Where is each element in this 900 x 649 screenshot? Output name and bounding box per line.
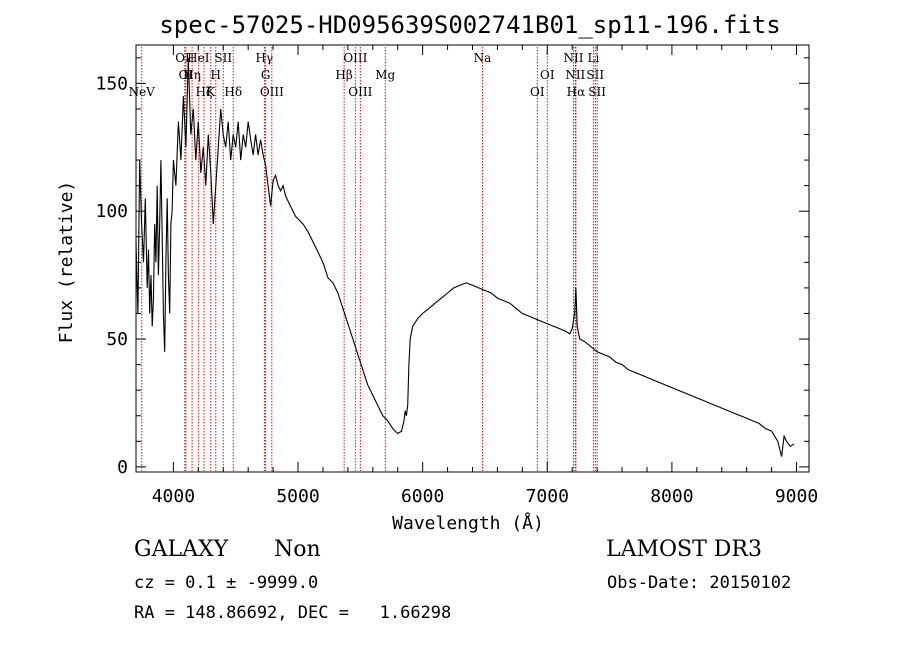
y-tick-label: 50 — [106, 329, 128, 350]
line-marker-label: Hγ — [256, 51, 274, 65]
x-tick-label: 9000 — [775, 486, 818, 507]
x-tick-label: 4000 — [152, 486, 195, 507]
line-marker-label: HeI — [187, 51, 210, 65]
line-marker-label: SII — [586, 68, 604, 82]
x-tick-label: 7000 — [526, 486, 569, 507]
line-marker-label: SII — [214, 51, 232, 65]
survey-name: LAMOST DR3 — [606, 537, 762, 562]
x-tick-label: 8000 — [650, 486, 693, 507]
spectrum-plot — [135, 57, 795, 457]
line-marker-label: OI — [540, 68, 555, 82]
line-marker-label: G — [261, 68, 271, 82]
y-tick-label: 0 — [117, 457, 128, 478]
line-marker-label: K — [206, 85, 216, 99]
line-marker-label: OI — [530, 85, 545, 99]
line-marker-label: OIII — [260, 85, 284, 99]
line-marker-label: OII — [175, 51, 195, 65]
line-marker-label: Mg — [375, 68, 395, 82]
y-axis: 0 50 100 150 — [95, 57, 809, 478]
line-marker-label: NeV — [129, 85, 156, 99]
x-tick-label: 6000 — [401, 486, 444, 507]
plot-frame — [135, 44, 810, 473]
line-marker-label: NII — [563, 51, 583, 65]
x-tick-label: 5000 — [276, 486, 319, 507]
line-marker-label: Hδ — [224, 85, 242, 99]
line-marker-label: Hα — [567, 85, 586, 99]
y-tick-label: 100 — [95, 201, 128, 222]
redshift-line: cz = 0.1 ± -9999.0 — [134, 573, 319, 593]
coordinates: RA = 148.86692, DEC = 1.66298 — [134, 603, 452, 623]
chart-title: spec-57025-HD095639S002741B01_sp11-196.f… — [159, 11, 780, 39]
object-type: GALAXY — [134, 537, 229, 562]
line-marker-label: NII — [565, 68, 585, 82]
obs-date: Obs-Date: 20150102 — [607, 573, 792, 593]
spectrum-line — [135, 57, 795, 457]
x-axis-label: Wavelength (Å) — [392, 512, 544, 534]
object-subclass: Non — [274, 537, 321, 562]
line-marker-label: Hζ — [195, 85, 212, 99]
x-axis: 4000 5000 6000 7000 8000 9000 — [152, 45, 818, 507]
line-marker-label: Hβ — [335, 68, 352, 82]
y-tick-label: 150 — [95, 73, 128, 94]
line-marker-label: SII — [588, 85, 606, 99]
line-marker-label: Na — [474, 51, 492, 65]
line-markers: NeVOIIOIHηHeIHζKHSIIHδHγGOIIIHβOIIIOIIIM… — [129, 47, 606, 471]
line-marker-label: H — [211, 68, 221, 82]
line-marker-label: Li — [587, 51, 599, 65]
line-marker-label: OI — [179, 68, 194, 82]
line-marker-label: OIII — [348, 85, 372, 99]
line-marker-label: OIII — [343, 51, 367, 65]
y-axis-label: Flux (relative) — [56, 181, 77, 344]
